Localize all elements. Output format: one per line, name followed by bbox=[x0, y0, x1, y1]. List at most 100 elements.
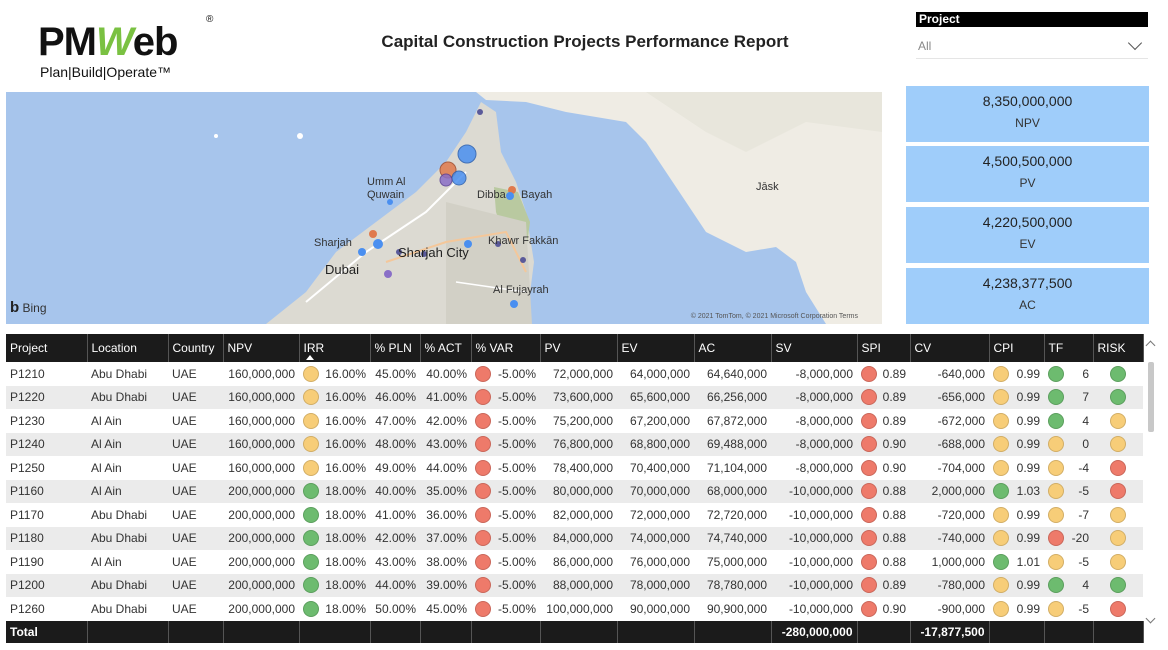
column-header[interactable]: CPI bbox=[989, 334, 1045, 362]
spi-status-indicator bbox=[861, 389, 877, 406]
table-cell: 0.88 bbox=[857, 550, 910, 574]
column-header[interactable]: % PLN bbox=[370, 334, 421, 362]
table-cell: 68,000,000 bbox=[694, 479, 771, 503]
table-cell: 4 bbox=[1044, 409, 1093, 433]
total-cv: -17,877,500 bbox=[910, 620, 990, 643]
table-cell: 48.00% bbox=[370, 432, 420, 456]
column-header[interactable]: Location bbox=[87, 334, 169, 362]
map-marker[interactable] bbox=[520, 257, 526, 263]
column-header[interactable]: IRR bbox=[299, 334, 371, 362]
table-cell: 46.00% bbox=[370, 385, 420, 409]
chevron-down-icon[interactable] bbox=[1127, 35, 1143, 51]
scroll-up-icon[interactable] bbox=[1145, 340, 1156, 351]
table-cell: 36.00% bbox=[426, 507, 467, 522]
map-marker[interactable] bbox=[396, 249, 402, 255]
project-map[interactable]: Umm Al Quwain Dibba Bayah Jāsk Sharjah K… bbox=[6, 92, 882, 324]
table-row[interactable]: P1220 Abu Dhabi UAE 160,000,000 16.00% 46.00%… bbox=[6, 385, 1143, 409]
projects-table[interactable]: Project Location Country NPV IRR% PLN% ACT% … bbox=[6, 334, 1144, 643]
map-marker[interactable] bbox=[457, 144, 477, 164]
var-status-indicator bbox=[475, 600, 491, 617]
table-row[interactable]: P1230 Al Ain UAE 160,000,000 16.00% 47.00% 42.… bbox=[6, 409, 1143, 433]
scroll-down-icon[interactable] bbox=[1145, 613, 1156, 624]
tf-status-indicator bbox=[1048, 553, 1064, 570]
map-marker[interactable] bbox=[421, 251, 427, 257]
table-row[interactable]: P1160 Al Ain UAE 200,000,000 18.00% 40.00% 35.… bbox=[6, 479, 1143, 503]
table-cell: 72,720,000 bbox=[706, 507, 767, 522]
column-header[interactable]: TF bbox=[1044, 334, 1094, 362]
map-marker[interactable] bbox=[451, 170, 467, 186]
table-cell: UAE bbox=[172, 507, 197, 522]
column-header[interactable]: % ACT bbox=[420, 334, 472, 362]
table-cell: 200,000,000 bbox=[223, 573, 299, 597]
table-cell: 18.00% bbox=[299, 503, 370, 527]
table-scrollbar[interactable] bbox=[1145, 338, 1157, 628]
table-cell: -5.00% bbox=[471, 385, 540, 409]
table-cell: -4 bbox=[1044, 456, 1093, 480]
table-row[interactable]: P1260 Abu Dhabi UAE 200,000,000 18.00% 50.00%… bbox=[6, 597, 1143, 621]
map-marker[interactable] bbox=[510, 300, 518, 308]
table-cell: -20 bbox=[1044, 526, 1093, 550]
column-header[interactable]: AC bbox=[694, 334, 772, 362]
table-row[interactable]: P1200 Abu Dhabi UAE 200,000,000 18.00% 44.00%… bbox=[6, 573, 1143, 597]
table-cell: 0.88 bbox=[857, 503, 910, 527]
column-header[interactable]: EV bbox=[617, 334, 695, 362]
table-cell: 16.00% bbox=[299, 385, 370, 409]
tf-status-indicator bbox=[1048, 483, 1064, 500]
map-marker[interactable] bbox=[387, 199, 393, 205]
cpi-status-indicator bbox=[993, 365, 1009, 382]
column-header[interactable]: PV bbox=[540, 334, 618, 362]
cpi-status-indicator bbox=[993, 600, 1009, 617]
pmweb-logo: PMWeb ® Plan|Build|Operate™ bbox=[38, 14, 228, 84]
table-cell: -7 bbox=[1044, 503, 1093, 527]
map-marker[interactable] bbox=[384, 270, 392, 278]
table-row[interactable]: P1170 Abu Dhabi UAE 200,000,000 18.00% 41.00%… bbox=[6, 503, 1143, 527]
table-row[interactable]: P1180 Abu Dhabi UAE 200,000,000 18.00% 42.00%… bbox=[6, 526, 1143, 550]
table-cell: -5.00% bbox=[471, 456, 540, 480]
table-cell: 0.99 bbox=[989, 526, 1044, 550]
column-header[interactable]: Country bbox=[168, 334, 224, 362]
table-cell: 160,000,000 bbox=[228, 413, 295, 428]
table-row[interactable]: P1190 Al Ain UAE 200,000,000 18.00% 43.00% 38.… bbox=[6, 550, 1143, 574]
map-marker[interactable] bbox=[439, 173, 453, 187]
column-header[interactable]: NPV bbox=[223, 334, 300, 362]
table-row[interactable]: P1250 Al Ain UAE 160,000,000 16.00% 49.00% 44.… bbox=[6, 456, 1143, 480]
map-marker[interactable] bbox=[373, 239, 383, 249]
column-header[interactable]: % VAR bbox=[471, 334, 541, 362]
column-header[interactable]: Project bbox=[6, 334, 88, 362]
table-cell-value: -5.00% bbox=[497, 554, 536, 569]
table-cell: -8,000,000 bbox=[795, 366, 853, 381]
table-cell: -5.00% bbox=[471, 550, 540, 574]
column-header[interactable]: RISK bbox=[1093, 334, 1144, 362]
table-cell: 44.00% bbox=[426, 460, 467, 475]
cpi-status-indicator bbox=[993, 389, 1009, 406]
var-status-indicator bbox=[475, 365, 491, 382]
map-marker[interactable] bbox=[506, 192, 514, 200]
land-interior bbox=[446, 202, 532, 324]
map-marker[interactable] bbox=[358, 248, 366, 256]
map-marker[interactable] bbox=[464, 240, 472, 248]
spi-status-indicator bbox=[861, 530, 877, 547]
table-cell: 90,900,000 bbox=[706, 601, 767, 616]
map-marker[interactable] bbox=[369, 230, 377, 238]
map-marker[interactable] bbox=[495, 241, 501, 247]
map-copyright[interactable]: © 2021 TomTom, © 2021 Microsoft Corporat… bbox=[690, 313, 858, 320]
slicer-dropdown[interactable]: All bbox=[916, 33, 1148, 59]
cpi-status-indicator bbox=[993, 553, 1009, 570]
map-marker[interactable] bbox=[477, 109, 483, 115]
column-header[interactable]: CV bbox=[910, 334, 990, 362]
table-cell: 0.99 bbox=[989, 362, 1044, 386]
table-cell: 0.99 bbox=[989, 432, 1044, 456]
irr-status-indicator bbox=[303, 436, 319, 453]
table-row[interactable]: P1240 Al Ain UAE 160,000,000 16.00% 48.00% 43.… bbox=[6, 432, 1143, 456]
table-cell: -8,000,000 bbox=[795, 460, 853, 475]
scroll-thumb[interactable] bbox=[1148, 362, 1154, 432]
risk-status-indicator bbox=[1110, 389, 1126, 406]
table-cell: 88,000,000 bbox=[540, 573, 617, 597]
project-slicer[interactable]: Project All bbox=[916, 12, 1148, 59]
total-sv: -280,000,000 bbox=[771, 620, 858, 643]
column-header[interactable]: SPI bbox=[857, 334, 911, 362]
table-row[interactable]: P1210 Abu Dhabi UAE 160,000,000 16.00% 45.00%… bbox=[6, 362, 1143, 386]
column-header[interactable]: SV bbox=[771, 334, 858, 362]
table-cell: UAE bbox=[172, 601, 197, 616]
sort-ascending-icon[interactable] bbox=[305, 355, 314, 360]
